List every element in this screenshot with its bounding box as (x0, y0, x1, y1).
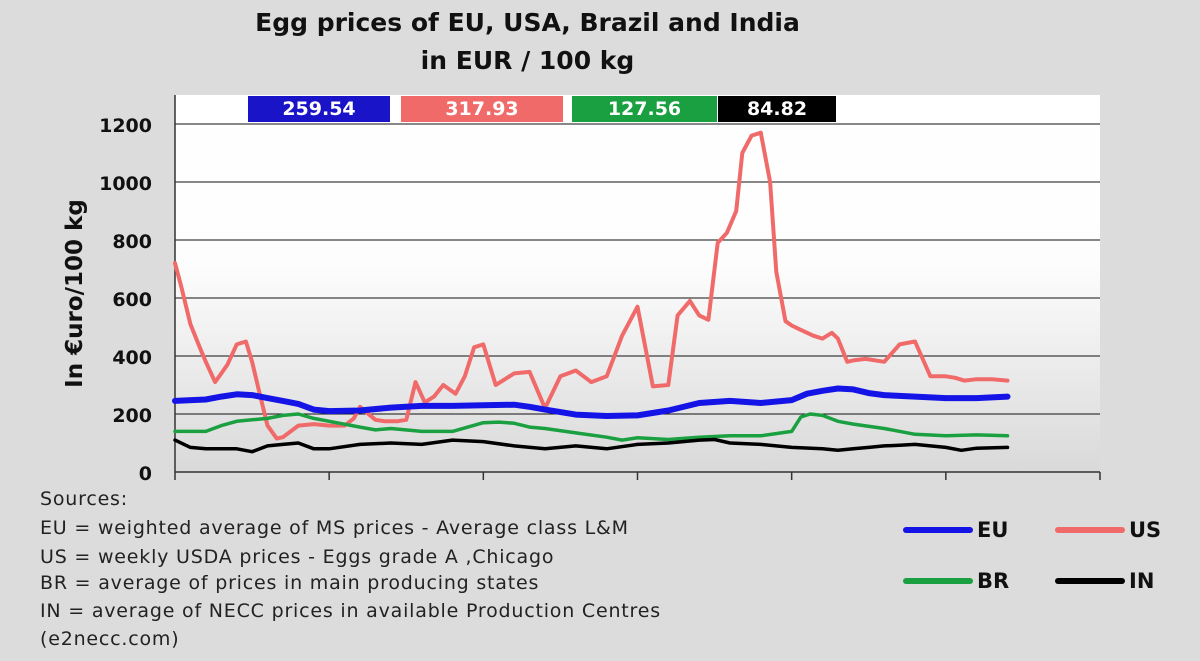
chart-title: Egg prices of EU, USA, Brazil and India … (0, 4, 1055, 80)
legend-in-label: IN (1129, 569, 1155, 593)
legend-in-line (1055, 578, 1125, 584)
legend-br-line (903, 578, 973, 584)
badge-in: 84.82 (718, 96, 836, 122)
badge-eu-value: 259.54 (282, 98, 356, 120)
series-line-br (173, 412, 1010, 442)
series-line-eu (172, 385, 1011, 419)
source-eu: EU = weighted average of MS prices - Ave… (40, 517, 629, 539)
legend-eu-line (903, 527, 973, 533)
y-axis-title: In €uro/100 kg (62, 199, 88, 388)
source-us: US = weekly USDA prices - Eggs grade A ,… (40, 546, 555, 568)
legend-us-label: US (1129, 518, 1162, 542)
y-tick-label: 800 (112, 231, 152, 253)
badge-br: 127.56 (572, 96, 717, 122)
badge-us: 317.93 (401, 96, 563, 122)
source-url: (e2necc.com) (40, 628, 180, 650)
chart-title-line2: in EUR / 100 kg (420, 46, 635, 75)
y-tick-label: 1000 (99, 173, 152, 195)
legend-us-line (1055, 527, 1125, 533)
y-tick-label: 400 (112, 347, 152, 369)
y-tick-label: 600 (112, 289, 152, 311)
chart-title-line1: Egg prices of EU, USA, Brazil and India (255, 8, 800, 37)
badge-eu: 259.54 (248, 96, 390, 122)
badge-in-value: 84.82 (746, 98, 808, 120)
chart-area: 020040060080010001200202320242025In €uro… (62, 95, 1101, 485)
y-tick-label: 200 (112, 405, 152, 427)
badge-us-value: 317.93 (445, 98, 519, 120)
source-in: IN = average of NECC prices in available… (40, 600, 661, 622)
y-tick-label: 0 (139, 463, 152, 485)
series-line-us (173, 130, 1010, 441)
legend-eu-label: EU (977, 518, 1009, 542)
series-line-in (173, 437, 1010, 454)
legend-br-label: BR (977, 569, 1010, 593)
source-br: BR = average of prices in main producing… (40, 572, 540, 594)
y-tick-label: 1200 (99, 115, 152, 137)
badge-br-value: 127.56 (607, 98, 682, 120)
sources-heading: Sources: (40, 488, 128, 510)
